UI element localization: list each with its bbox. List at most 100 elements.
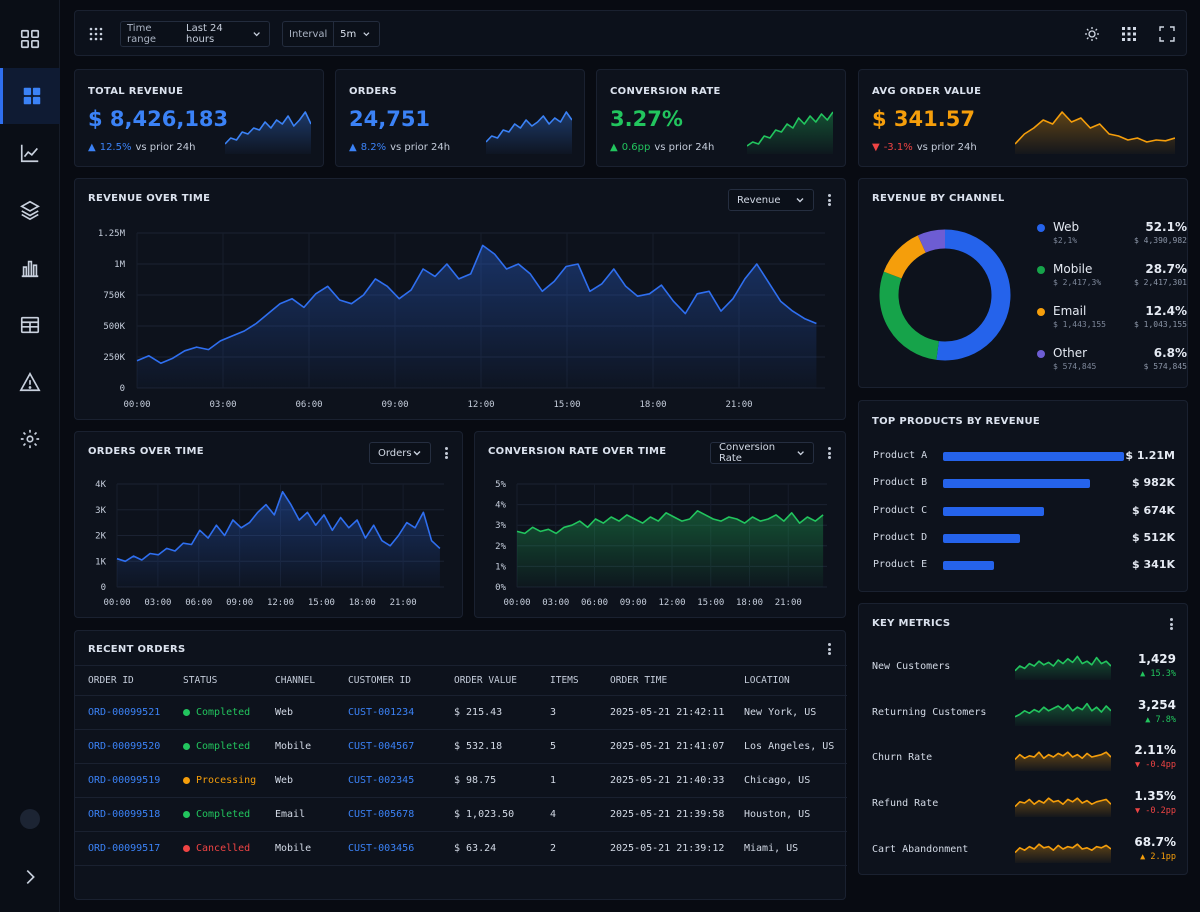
kpi-spark-area bbox=[486, 112, 572, 154]
kpi-delta-value: 8.2% bbox=[360, 142, 387, 153]
kpi-sparkline bbox=[225, 111, 311, 154]
column-header[interactable]: STATUS bbox=[170, 665, 262, 696]
items-cell: 3 bbox=[537, 695, 597, 730]
customer-id-link[interactable]: CUST-005678 bbox=[335, 797, 441, 832]
metric-row[interactable]: Refund Rate 1.35% ▼ -0.2pp bbox=[872, 785, 1176, 825]
channel-cell: Mobile bbox=[262, 729, 335, 764]
y-tick-label: 2% bbox=[495, 542, 506, 552]
kpi-value: 3.27% bbox=[610, 107, 683, 131]
sidebar-expand-button[interactable] bbox=[0, 849, 60, 905]
donut-slice-email[interactable] bbox=[883, 235, 927, 279]
interval-value: 5m bbox=[340, 28, 357, 40]
column-header[interactable]: ORDER TIME bbox=[597, 665, 731, 696]
dropdown-value: Orders bbox=[378, 447, 412, 459]
legend-sub-amount: $ 4,390,982 bbox=[1134, 236, 1187, 245]
legend-sub: $ 1,443,155 bbox=[1053, 320, 1106, 329]
order-id-link[interactable]: ORD-00099520 bbox=[75, 729, 170, 764]
channel-cell: Email bbox=[262, 797, 335, 832]
x-tick-label: 15:00 bbox=[308, 598, 335, 608]
metric-spark-line bbox=[1015, 797, 1111, 808]
table-header-row: ORDER ID STATUS CHANNEL CUSTOMER ID ORDE… bbox=[75, 665, 847, 696]
x-tick-label: 18:00 bbox=[349, 598, 376, 608]
order-id-link[interactable]: ORD-00099519 bbox=[75, 763, 170, 798]
column-header[interactable]: ORDER ID bbox=[75, 665, 170, 696]
legend-sub: $ 574,845 bbox=[1053, 362, 1097, 371]
customer-id-link[interactable]: CUST-001234 bbox=[335, 695, 441, 730]
fullscreen-icon[interactable] bbox=[1159, 26, 1175, 42]
grid-view-icon[interactable] bbox=[1122, 27, 1136, 41]
sun-icon[interactable] bbox=[1084, 26, 1100, 42]
time-range-select[interactable]: Time range Last 24 hours bbox=[120, 21, 270, 47]
donut-slice-other[interactable] bbox=[917, 229, 946, 253]
column-header[interactable]: CUSTOMER ID bbox=[335, 665, 441, 696]
metric-row[interactable]: Returning Customers 3,254 ▲ 7.8% bbox=[872, 694, 1176, 734]
customer-id-link[interactable]: CUST-003456 bbox=[335, 831, 441, 866]
customer-id-link[interactable]: CUST-002345 bbox=[335, 763, 441, 798]
kpi-sparkline bbox=[747, 111, 833, 154]
metric-value: 1.35% bbox=[1134, 789, 1176, 804]
order-id-link[interactable]: ORD-00099521 bbox=[75, 695, 170, 730]
table-row[interactable]: ORD-00099519 Processing Web CUST-002345 $ 98… bbox=[75, 763, 847, 798]
chevron-down-icon bbox=[796, 198, 804, 203]
orders-chart: 4K 3K 2K 1K 0 00:00 03:00 06:00 09:00 12:00 15:00 1… bbox=[95, 480, 444, 608]
apps-icon[interactable] bbox=[89, 27, 103, 41]
product-row[interactable]: Product A $ 1.21M bbox=[873, 448, 1175, 464]
table-row[interactable]: ORD-00099521 Completed Web CUST-001234 $ 215… bbox=[75, 695, 847, 730]
avatar[interactable] bbox=[20, 809, 40, 829]
sidebar-item-layers[interactable] bbox=[0, 182, 60, 238]
panel-title: CONVERSION RATE OVER TIME bbox=[488, 446, 667, 457]
y-tick-label: 3% bbox=[495, 521, 506, 531]
product-row[interactable]: Product C $ 674K bbox=[873, 503, 1175, 519]
product-row[interactable]: Product D $ 512K bbox=[873, 530, 1175, 546]
sidebar-item-dashboard[interactable] bbox=[0, 68, 60, 124]
column-header[interactable]: LOCATION bbox=[731, 665, 847, 696]
y-tick-label: 1% bbox=[495, 562, 506, 572]
table-row[interactable]: ORD-00099520 Completed Mobile CUST-004567 $ … bbox=[75, 729, 847, 764]
sidebar-item-settings[interactable] bbox=[0, 411, 60, 467]
metric-row[interactable]: Churn Rate 2.11% ▼ -0.4pp bbox=[872, 739, 1176, 779]
conversion-metric-dropdown[interactable]: Conversion Rate bbox=[710, 442, 814, 464]
metric-sparkline bbox=[1015, 702, 1111, 726]
column-header[interactable]: CHANNEL bbox=[262, 665, 335, 696]
order-time-cell: 2025-05-21 21:42:11 bbox=[597, 695, 731, 730]
kpi-sparkline bbox=[1015, 111, 1175, 154]
panel-menu-button[interactable] bbox=[824, 445, 834, 461]
panel-menu-button[interactable] bbox=[1166, 616, 1176, 632]
donut-slice-mobile[interactable] bbox=[879, 271, 940, 360]
orders-table: ORDER ID STATUS CHANNEL CUSTOMER ID ORDE… bbox=[75, 665, 847, 866]
product-bar bbox=[943, 533, 1020, 543]
chevron-right-icon bbox=[26, 869, 35, 885]
sidebar-item-home[interactable] bbox=[0, 11, 60, 67]
kpi-delta-suffix: vs prior 24h bbox=[390, 142, 451, 153]
panel-menu-button[interactable] bbox=[824, 192, 834, 208]
sidebar-item-tables[interactable] bbox=[0, 297, 60, 353]
column-header[interactable]: ORDER VALUE bbox=[441, 665, 537, 696]
orders-metric-dropdown[interactable]: Orders bbox=[369, 442, 431, 464]
interval-select[interactable]: Interval 5m bbox=[282, 21, 380, 47]
table-row[interactable]: ORD-00099518 Completed Email CUST-005678 $ 1… bbox=[75, 797, 847, 832]
panel-menu-button[interactable] bbox=[824, 641, 834, 657]
metric-row[interactable]: New Customers 1,429 ▲ 15.3% bbox=[872, 648, 1176, 688]
order-value-cell: $ 532.18 bbox=[441, 729, 537, 764]
table-row[interactable]: ORD-00099517 Cancelled Mobile CUST-003456 $ … bbox=[75, 831, 847, 866]
product-row[interactable]: Product E $ 341K bbox=[873, 557, 1175, 573]
legend-sub-amount: $ 574,845 bbox=[1143, 362, 1187, 371]
legend-pct: 28.7% bbox=[1145, 262, 1187, 276]
metric-row[interactable]: Cart Abandonment 68.7% ▲ 2.1pp bbox=[872, 831, 1176, 871]
y-tick-label: 4% bbox=[495, 501, 506, 511]
order-id-link[interactable]: ORD-00099517 bbox=[75, 831, 170, 866]
sidebar-item-reports[interactable] bbox=[0, 240, 60, 296]
revenue-metric-dropdown[interactable]: Revenue bbox=[728, 189, 814, 211]
status-label: Completed bbox=[196, 707, 251, 718]
customer-id-link[interactable]: CUST-004567 bbox=[335, 729, 441, 764]
column-header[interactable]: ITEMS bbox=[537, 665, 597, 696]
kpi-label: AVG ORDER VALUE bbox=[872, 86, 982, 97]
order-id-link[interactable]: ORD-00099518 bbox=[75, 797, 170, 832]
panel-menu-button[interactable] bbox=[441, 445, 451, 461]
sidebar-item-analytics[interactable] bbox=[0, 125, 60, 181]
sidebar bbox=[0, 0, 60, 912]
x-tick-label: 18:00 bbox=[639, 400, 666, 410]
sidebar-item-alerts[interactable] bbox=[0, 354, 60, 410]
product-row[interactable]: Product B $ 982K bbox=[873, 475, 1175, 491]
donut-slice-web[interactable] bbox=[936, 229, 1011, 361]
